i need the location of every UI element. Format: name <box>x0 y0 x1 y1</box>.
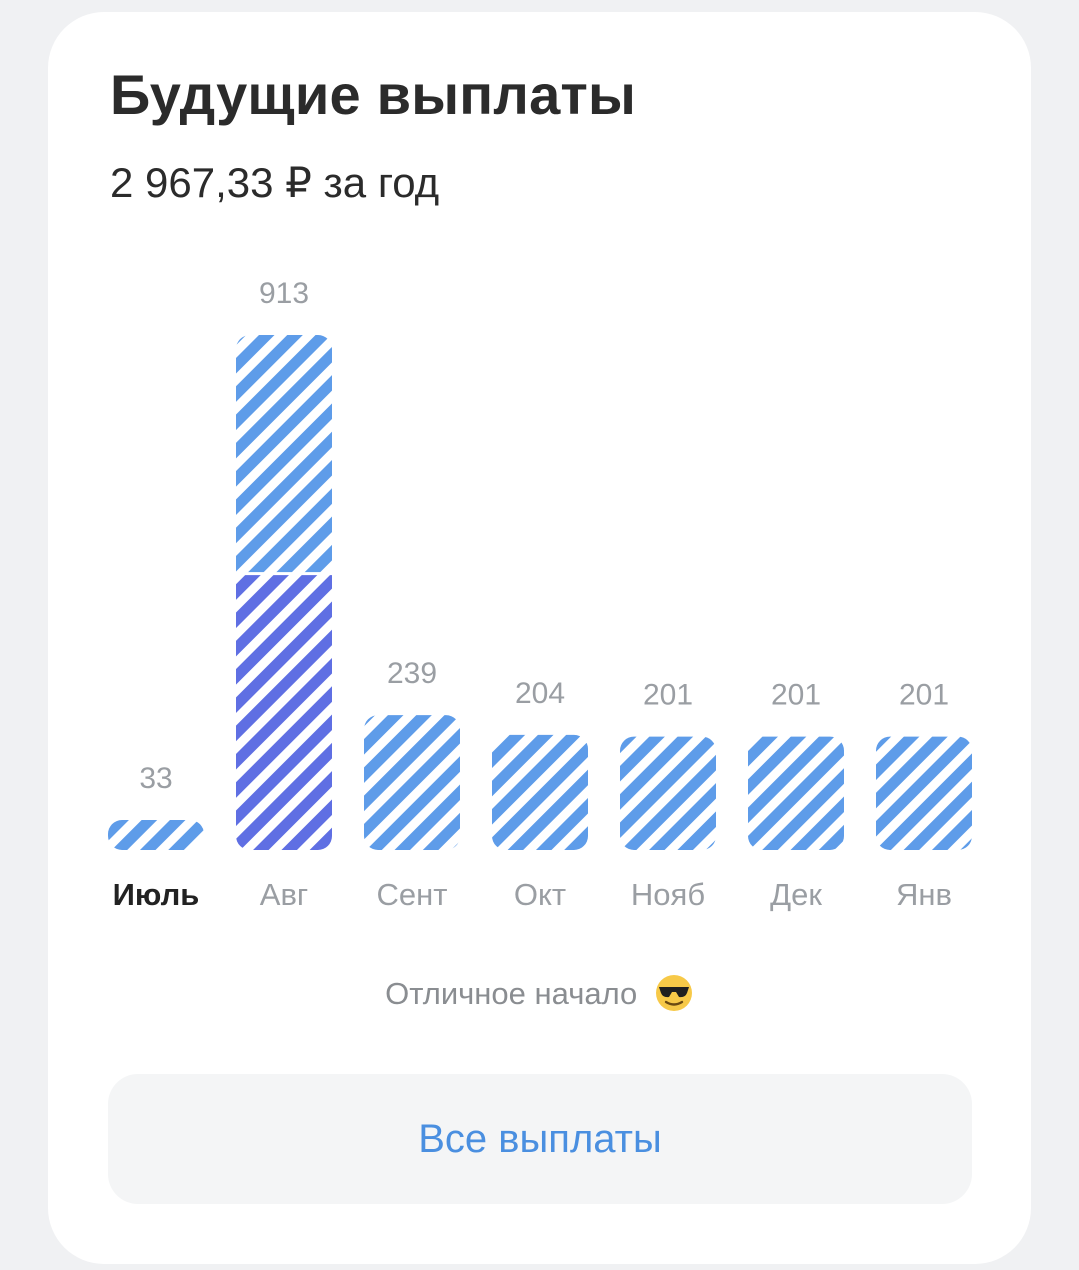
bar-1-upper-segment <box>236 335 332 574</box>
month-label[interactable]: Янв <box>896 877 952 912</box>
yearly-total: 2 967,33 ₽ за год <box>110 159 440 206</box>
month-label[interactable]: Нояб <box>631 877 705 912</box>
bar-1-lower-segment <box>236 573 332 850</box>
value-label: 201 <box>771 679 821 712</box>
bar-5 <box>748 736 844 850</box>
value-label: 239 <box>387 657 437 690</box>
value-label: 33 <box>139 762 172 795</box>
future-payments-card <box>48 12 1031 1264</box>
status-note: Отличное начало <box>0 972 1079 1016</box>
bar-0 <box>108 820 204 850</box>
bar-6 <box>876 736 972 850</box>
bar-4 <box>620 736 716 850</box>
payments-bar-chart: 33 Июль 913 Авг 239 Сент 204 Окт 201 Нояб 201 Дек 20… <box>108 277 972 912</box>
value-label: 204 <box>515 677 565 710</box>
value-label: 201 <box>643 679 693 712</box>
bar-1-divider <box>236 572 332 576</box>
all-payments-button[interactable]: Все выплаты <box>108 1074 972 1204</box>
month-label[interactable]: Окт <box>514 877 566 912</box>
bar-1-group <box>236 335 332 850</box>
month-label[interactable]: Сент <box>377 877 448 912</box>
bar-3 <box>492 734 588 850</box>
sunglasses-emoji-icon <box>655 974 692 1011</box>
bar-2 <box>364 715 460 850</box>
value-label: 913 <box>259 277 309 310</box>
card-title: Будущие выплаты <box>110 63 637 126</box>
status-note-text: Отличное начало <box>385 976 638 1011</box>
month-label[interactable]: Дек <box>770 877 822 912</box>
value-label: 201 <box>899 679 949 712</box>
month-label[interactable]: Июль <box>113 877 200 912</box>
month-label[interactable]: Авг <box>260 877 308 912</box>
